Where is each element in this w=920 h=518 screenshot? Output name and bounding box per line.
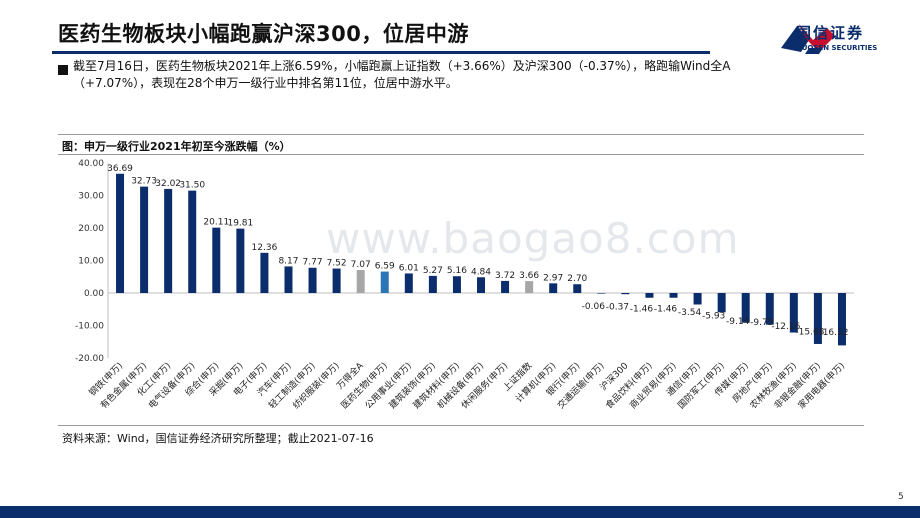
watermark: www.baogao8.com [326, 214, 740, 263]
page-title: 医药生物板块小幅跑赢沪深300，位居中游 [58, 22, 469, 46]
data-label: -0.06 [582, 302, 606, 312]
data-label: 32.73 [131, 177, 157, 187]
data-label: 8.17 [278, 256, 298, 266]
bar [621, 293, 630, 295]
data-label: 20.11 [203, 218, 229, 228]
data-label: -9.14 [726, 317, 750, 327]
bar [404, 273, 413, 293]
data-label: 31.50 [179, 181, 205, 191]
y-tick-label: 0.00 [84, 289, 104, 299]
data-label: -0.37 [606, 303, 629, 313]
data-label: 32.02 [155, 179, 181, 189]
bar [717, 293, 726, 313]
chart-title-divider [58, 154, 864, 155]
data-label: 12.36 [252, 243, 278, 253]
bar [428, 275, 437, 293]
bar [380, 271, 389, 293]
bar [645, 293, 654, 298]
bars [116, 173, 846, 346]
data-label: 7.77 [303, 258, 323, 268]
y-tick-label: 30.00 [78, 192, 104, 202]
data-label: -1.46 [654, 304, 678, 314]
page-number: 5 [898, 492, 904, 502]
bar [597, 293, 606, 294]
title-underline [52, 51, 710, 54]
bar [813, 293, 822, 344]
bar [332, 268, 341, 293]
bar [356, 270, 365, 293]
data-label: 2.97 [543, 273, 563, 283]
logo-text-en: GUOSEN SECURITIES [796, 44, 878, 52]
data-label: 3.66 [519, 271, 539, 281]
data-label: -9.75 [750, 318, 773, 328]
bar [164, 188, 173, 293]
bar [765, 293, 774, 325]
y-tick-label: 40.00 [78, 159, 104, 169]
data-label: 6.01 [399, 263, 419, 273]
bar [549, 283, 558, 293]
summary-text: 截至7月16日，医药生物板块2021年上涨6.59%，小幅跑赢上证指数（+3.6… [73, 58, 833, 92]
data-label: 36.69 [107, 164, 133, 174]
data-label: 2.70 [567, 274, 587, 284]
data-label: 19.81 [227, 219, 253, 229]
data-label: 5.16 [447, 266, 467, 276]
data-label: 3.72 [495, 271, 515, 281]
data-label: 4.84 [471, 267, 491, 277]
bar [188, 190, 197, 293]
data-label: 6.59 [375, 262, 395, 272]
summary-line-1: 截至7月16日，医药生物板块2021年上涨6.59%，小幅跑赢上证指数（+3.6… [73, 59, 731, 73]
data-label: -5.93 [702, 312, 725, 322]
data-label: -15.68 [795, 327, 824, 337]
data-label: 7.52 [327, 259, 347, 269]
chart-title: 图：申万一级行业2021年初至今涨跌幅（%） [62, 140, 291, 153]
bar [236, 228, 245, 293]
bar [140, 186, 149, 293]
bar [477, 277, 485, 293]
data-label: -1.46 [630, 304, 654, 314]
bar [693, 293, 702, 305]
bar [741, 293, 750, 323]
bar [837, 293, 846, 346]
bar [573, 284, 582, 293]
bar [525, 281, 534, 293]
bar [308, 267, 317, 293]
source-note: 资料来源：Wind，国信证券经济研究所整理；截止2021-07-16 [62, 432, 374, 445]
bar [669, 293, 678, 298]
bar [452, 276, 461, 293]
chart-frame [58, 134, 864, 426]
bar [501, 280, 510, 293]
bar [116, 173, 125, 293]
category-labels: 钢铁(申万)有色金属(申万)化工(申万)电气设备(申万)综合(申万)采掘(申万)… [86, 359, 847, 411]
bar [284, 266, 293, 293]
footer-bar [0, 506, 920, 518]
y-tick-label: 20.00 [78, 224, 104, 234]
guosen-logo-icon [781, 24, 835, 54]
bar-chart: 40.00 30.00 20.00 10.00 0.00 -10.00 -20.00 36.… [75, 159, 854, 411]
data-label: 5.27 [423, 266, 443, 276]
bar [260, 252, 269, 293]
bar [212, 227, 221, 293]
summary-line-2: （+7.07%），表现在28个申万一级行业中排名第11位，位居中游水平。 [73, 76, 458, 90]
y-tick-label: 10.00 [78, 257, 104, 267]
data-label: -3.54 [678, 308, 702, 318]
bullet-square-icon [58, 65, 68, 75]
data-label: -16.12 [819, 328, 848, 338]
bar [789, 293, 798, 333]
logo-text-cn: 国信证券 [796, 24, 865, 42]
data-label: -12.16 [771, 322, 800, 332]
y-tick-label: -10.00 [75, 322, 104, 332]
y-tick-label: -20.00 [75, 354, 104, 364]
data-label: 7.07 [351, 260, 371, 270]
